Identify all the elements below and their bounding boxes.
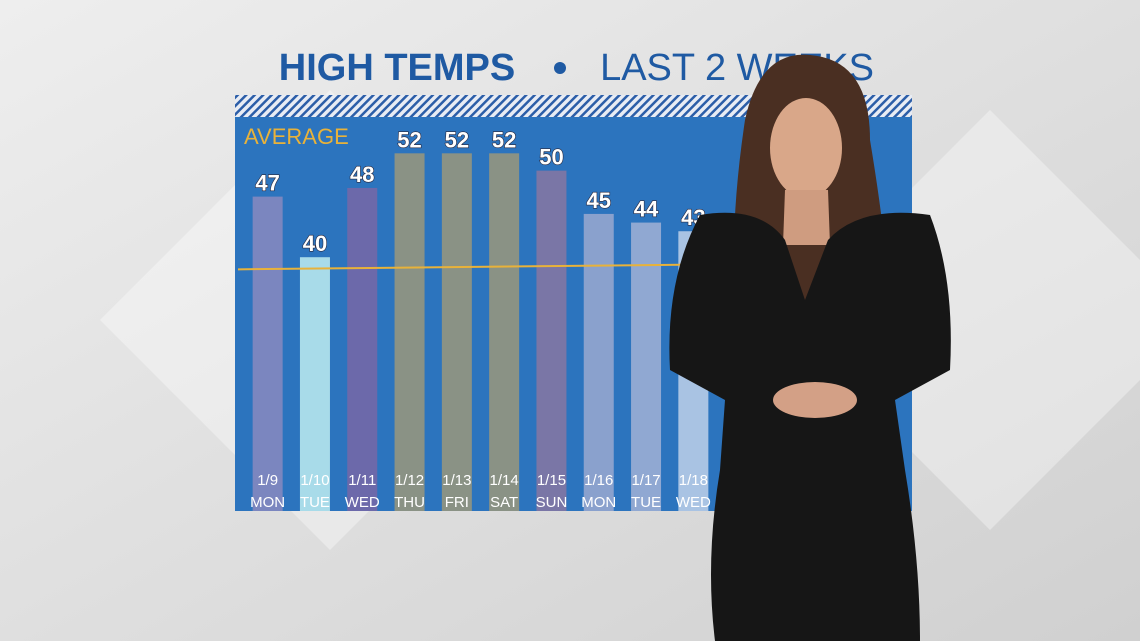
value-label: 52 bbox=[445, 127, 469, 152]
average-label: AVERAGE bbox=[244, 124, 349, 149]
x-tick-label: 1/16 bbox=[584, 472, 613, 489]
bar bbox=[631, 222, 662, 511]
x-tick-label: 1/17 bbox=[631, 472, 660, 489]
x-tick-sublabel: MON bbox=[581, 494, 616, 511]
bar bbox=[489, 153, 520, 511]
value-label: 48 bbox=[350, 162, 374, 187]
x-tick-label: 1/18 bbox=[679, 472, 708, 489]
chart-title: HIGH TEMPS bbox=[279, 47, 515, 89]
x-tick-label: 1/9 bbox=[257, 472, 278, 489]
x-tick-sublabel: TUE bbox=[300, 494, 330, 511]
title-bullet bbox=[554, 62, 566, 74]
presenter-dress bbox=[669, 212, 951, 641]
x-tick-sublabel: WED bbox=[345, 494, 380, 511]
x-tick-label: 1/13 bbox=[442, 472, 471, 489]
bar bbox=[252, 196, 283, 511]
x-tick-sublabel: FRI bbox=[445, 494, 469, 511]
bar bbox=[441, 153, 472, 511]
value-label: 45 bbox=[587, 188, 611, 213]
x-tick-sublabel: WED bbox=[676, 494, 711, 511]
presenter-hands bbox=[773, 382, 857, 418]
bar bbox=[299, 257, 330, 511]
x-tick-sublabel: SAT bbox=[490, 494, 518, 511]
x-tick-label: 1/15 bbox=[537, 472, 566, 489]
x-tick-label: 1/12 bbox=[395, 472, 424, 489]
presenter bbox=[669, 54, 951, 641]
x-tick-label: 1/14 bbox=[490, 472, 519, 489]
x-tick-sublabel: MON bbox=[250, 494, 285, 511]
bar bbox=[536, 170, 567, 511]
bar bbox=[583, 213, 614, 511]
value-label: 50 bbox=[539, 145, 563, 170]
x-tick-sublabel: TUE bbox=[631, 494, 661, 511]
x-tick-label: 1/10 bbox=[300, 472, 329, 489]
hatch-strip bbox=[235, 95, 912, 117]
bar bbox=[394, 153, 425, 511]
x-tick-sublabel: SUN bbox=[536, 494, 568, 511]
presenter-neck bbox=[783, 190, 830, 245]
value-label: 44 bbox=[634, 197, 659, 222]
presenter-face bbox=[770, 98, 842, 198]
value-label: 47 bbox=[255, 171, 279, 196]
value-label: 52 bbox=[397, 127, 421, 152]
bar bbox=[347, 187, 378, 511]
value-label: 40 bbox=[303, 231, 327, 256]
value-label: 52 bbox=[492, 127, 516, 152]
x-tick-sublabel: THU bbox=[394, 494, 425, 511]
x-tick-label: 1/11 bbox=[348, 472, 376, 489]
